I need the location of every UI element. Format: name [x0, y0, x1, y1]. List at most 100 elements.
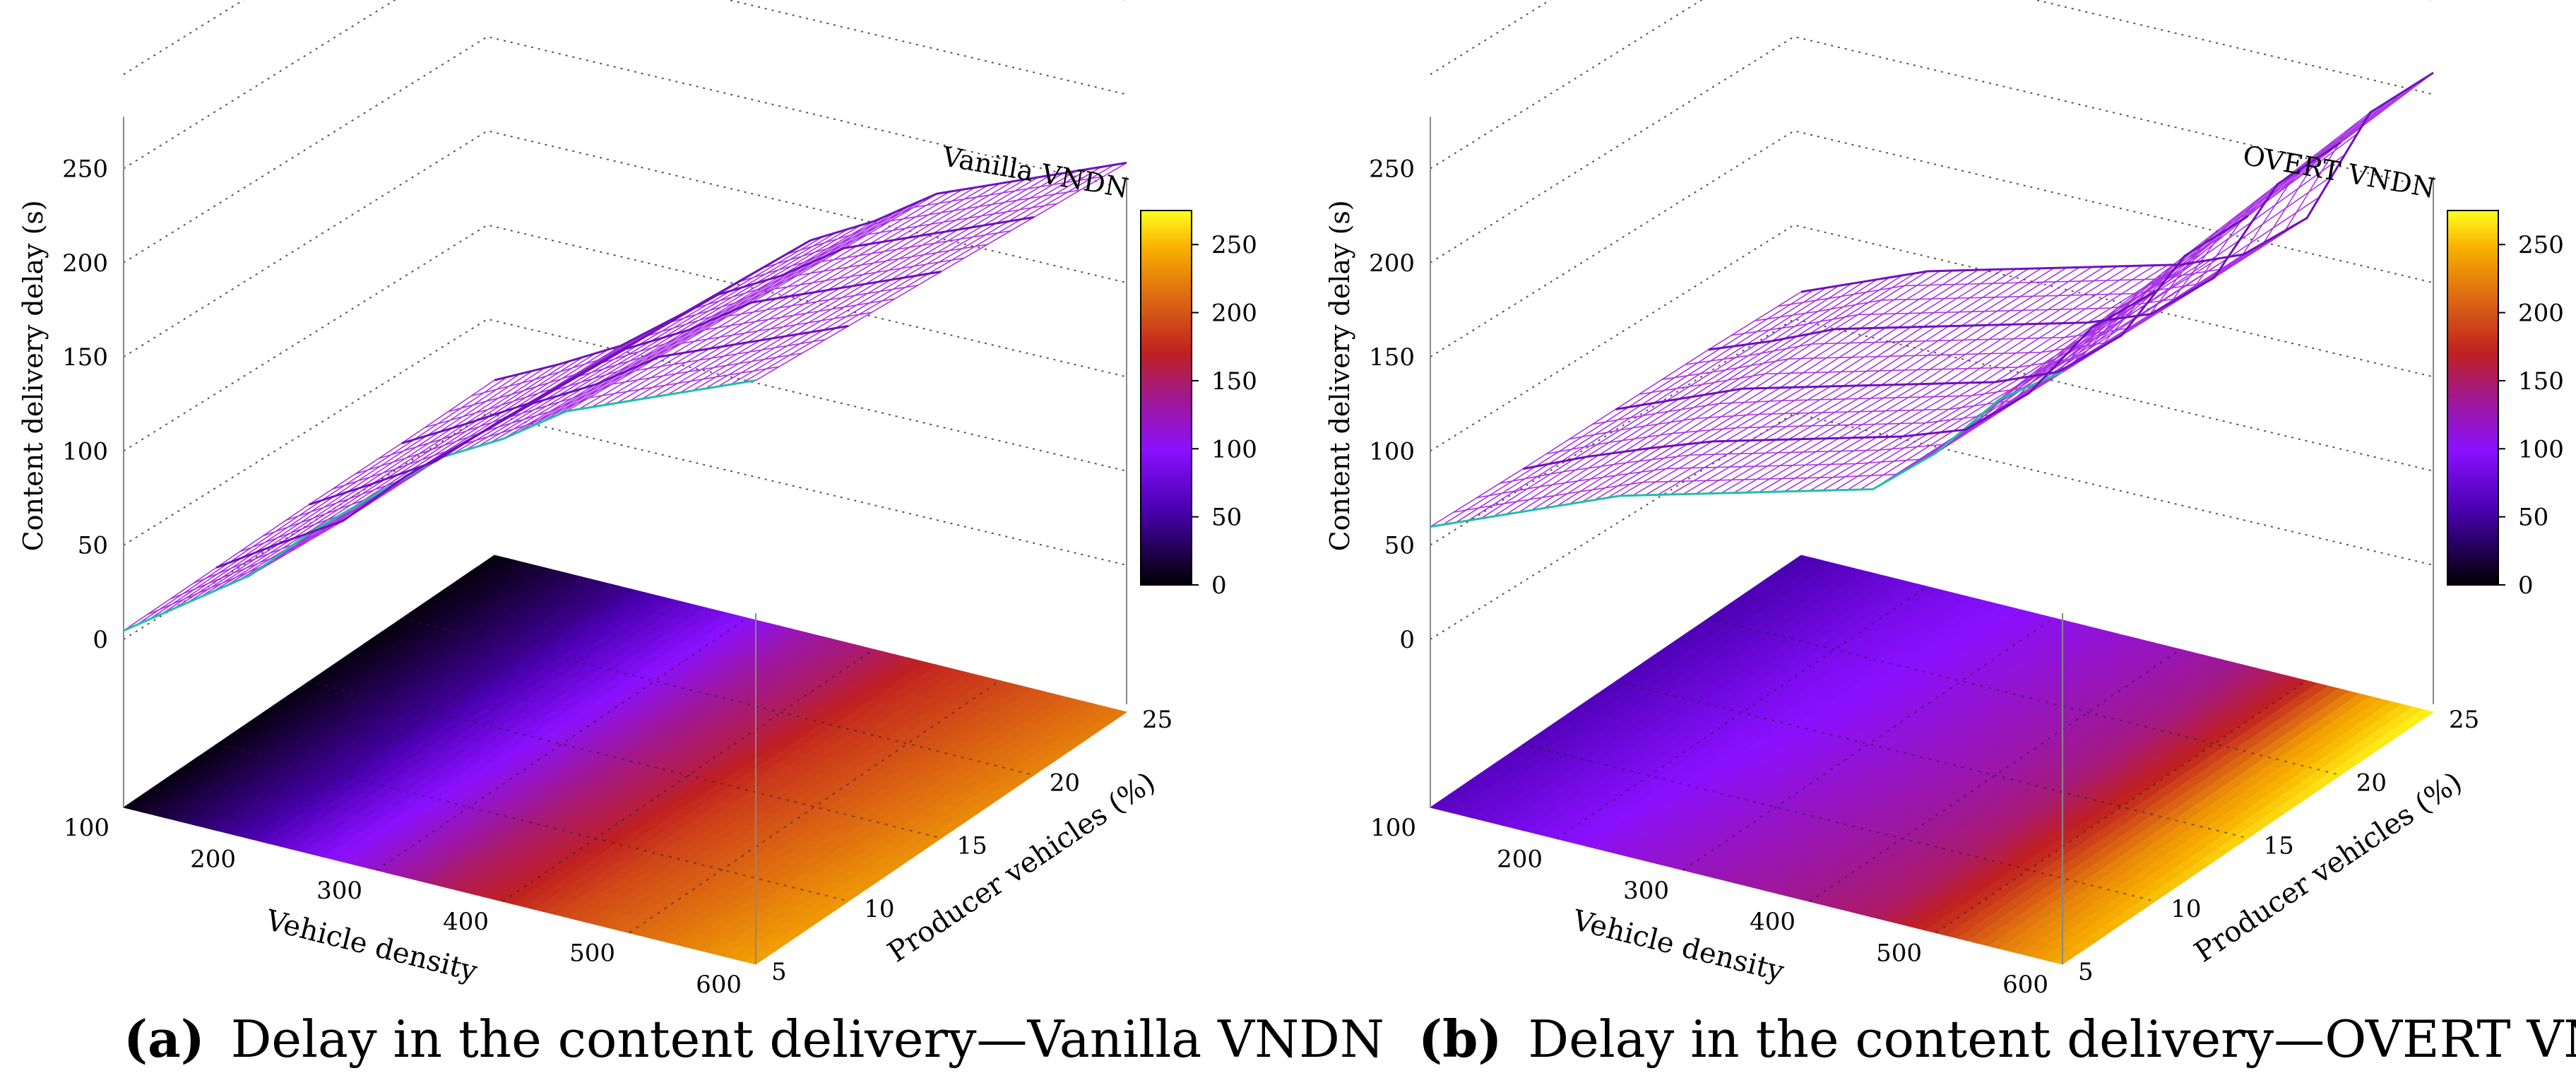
wall-gridline: [123, 130, 1127, 358]
y-tick-label: 15: [2264, 832, 2294, 860]
z-axis-title: Content delivery delay (s): [1324, 200, 1355, 551]
colorbar-tick-label: 150: [2518, 367, 2564, 396]
wall-gridline: [1430, 224, 2434, 452]
surface-line-y: [1430, 371, 2063, 528]
caption-b-text: Delay in the content delivery—OVERT VNDN: [1528, 1009, 2576, 1069]
caption-a-text: Delay in the content delivery—Vanilla VN…: [231, 1009, 1384, 1069]
surface-line-y: [1685, 160, 2318, 365]
colorbar: [2447, 210, 2499, 586]
y-tick-label: 15: [957, 832, 987, 860]
series-line: [215, 324, 849, 569]
y-tick-label: 10: [2171, 895, 2201, 923]
wall-gridline: [123, 0, 1127, 170]
wall-gridline: [123, 35, 1127, 263]
series-line: [1615, 215, 2249, 410]
x-tick-label: 400: [1750, 908, 1796, 936]
wall-gridline: [1430, 0, 2434, 170]
surface-mesh: [123, 162, 1127, 632]
colorbar-tick-label: 50: [1211, 504, 1242, 532]
surface-line-y: [494, 162, 1127, 381]
floor-gridline-y: [401, 617, 1034, 776]
wall-gridline: [123, 318, 1127, 546]
z-tick-label: 50: [1384, 532, 1415, 560]
z-tick-label: 150: [1369, 343, 1415, 372]
x-tick-label: 100: [1370, 814, 1416, 842]
series-line: [1430, 370, 2063, 528]
x-tick-label: 500: [1876, 940, 1922, 968]
surface-line-y: [1453, 351, 2087, 513]
heatmap-cell: [2403, 709, 2435, 725]
floor-gridline-y: [309, 680, 942, 839]
wall-grid: [123, 0, 1127, 640]
floor-grid: [216, 586, 1034, 934]
floor-gridline-x: [1935, 680, 2308, 934]
axes-box: [1430, 117, 2434, 964]
z-tick-label: 50: [78, 532, 108, 560]
z-tick-label: 0: [93, 626, 108, 654]
wall-grid: [1430, 0, 2434, 640]
wall-gridline: [123, 0, 1127, 76]
z-tick-label: 0: [1399, 626, 1415, 654]
series-line: [494, 162, 1127, 381]
floor-gridline-x: [1682, 617, 2055, 871]
surface-line-x: [1581, 270, 1954, 503]
series-line: [1708, 141, 2341, 351]
wall-gridline: [1430, 0, 2434, 76]
z-tick-label: 150: [62, 343, 108, 372]
colorbar-tick-label: 0: [1211, 571, 1227, 600]
heatmap-floor: [122, 555, 1128, 965]
colorbar-tick-label: 250: [1211, 231, 1257, 259]
colorbar-tick-label: 0: [2518, 571, 2534, 600]
floor-gridline-x: [249, 586, 622, 840]
colorbar: [1140, 210, 1192, 586]
colorbar-tick-label: 50: [2518, 504, 2548, 532]
floor-gridline-x: [629, 680, 1001, 934]
y-tick-label: 25: [1142, 706, 1173, 734]
floor-gridline-y: [1708, 617, 2341, 776]
x-tick-label: 500: [569, 940, 615, 968]
floor-gridline-y: [216, 743, 849, 902]
colorbar-tick-label: 200: [1211, 300, 1257, 328]
floor-gridline-x: [376, 617, 748, 871]
colorbar-tick-label: 100: [2518, 435, 2564, 463]
wall-gridline: [123, 412, 1127, 640]
wall-gridline: [123, 224, 1127, 452]
floor-gridline-x: [1809, 648, 2181, 903]
x-tick-label: 400: [443, 908, 489, 936]
x-tick-label: 300: [316, 877, 362, 905]
heatmap-floor: [1429, 555, 2435, 965]
x-tick-label: 600: [696, 971, 742, 999]
caption-b-label: (b): [1418, 1009, 1502, 1069]
y-tick-label: 10: [864, 895, 894, 923]
y-tick-label: 25: [2449, 706, 2479, 734]
floor-gridline-x: [502, 648, 874, 903]
surface-line-x: [1783, 264, 2156, 492]
z-tick-label: 250: [1369, 155, 1415, 184]
x-tick-label: 300: [1623, 877, 1669, 905]
surface-line-y: [1755, 107, 2387, 321]
z-tick-label: 200: [62, 249, 108, 278]
y-tick-label: 20: [1050, 769, 1080, 797]
x-tick-label: 200: [190, 845, 236, 873]
caption-a-label: (a): [124, 1009, 205, 1069]
wall-gridline: [1430, 35, 2434, 263]
series-line: [1800, 71, 2434, 293]
heatmap-cell: [1096, 709, 1128, 725]
colorbar-tick-label: 100: [1211, 435, 1257, 463]
surface-line-x: [1746, 266, 2118, 493]
y-tick-label: 5: [771, 958, 787, 986]
z-axis-title: Content delivery delay (s): [18, 200, 49, 551]
surface-line-x: [1695, 267, 2067, 494]
surface-line-y: [1778, 90, 2411, 307]
z-tick-label: 100: [62, 437, 108, 466]
x-tick-label: 100: [64, 814, 109, 842]
axes-box: [123, 117, 1127, 964]
surface-line-x: [1758, 265, 2130, 493]
x-tick-label: 600: [2002, 971, 2048, 999]
series-line: [1522, 290, 2156, 470]
floor-gridline-y: [1523, 743, 2156, 902]
wall-gridline: [1430, 412, 2434, 640]
